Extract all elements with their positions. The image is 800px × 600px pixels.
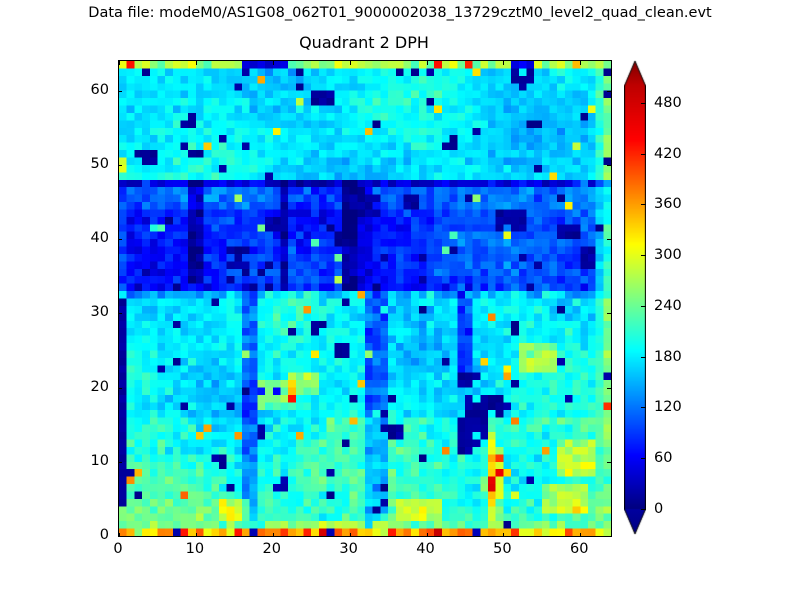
y-tick	[118, 239, 122, 241]
colorbar-tick-label: 0	[654, 501, 664, 517]
y-tick-label: 10	[90, 452, 109, 469]
heatmap-axes[interactable]	[118, 60, 612, 537]
x-tick	[580, 533, 582, 537]
y-tick	[118, 387, 122, 389]
x-tick-top	[503, 61, 505, 65]
x-tick-label: 20	[262, 541, 281, 557]
y-tick	[118, 461, 122, 463]
y-tick-label: 0	[99, 527, 109, 543]
colorbar-tick-label: 240	[654, 297, 682, 314]
colorbar-tick	[641, 102, 646, 104]
colorbar-gradient	[624, 60, 646, 535]
x-tick-top	[195, 61, 197, 65]
x-tick-label: 50	[493, 541, 512, 557]
y-tick-label: 20	[90, 378, 109, 395]
x-tick-top	[119, 61, 120, 65]
y-tick	[118, 90, 122, 92]
x-tick	[272, 533, 274, 537]
y-tick-right	[607, 164, 611, 166]
colorbar-tick	[641, 204, 646, 206]
colorbar-tick-label: 180	[654, 348, 682, 365]
x-tick	[119, 533, 120, 537]
colorbar-tick	[641, 509, 646, 510]
colorbar-tick	[641, 356, 646, 358]
colorbar-tick-label: 300	[654, 247, 682, 264]
colorbar-tick-label: 480	[654, 94, 682, 111]
x-tick-top	[349, 61, 351, 65]
x-tick-top	[272, 61, 274, 65]
y-tick-label: 60	[90, 81, 109, 98]
colorbar-tick-label: 120	[654, 399, 682, 416]
x-tick-top	[580, 61, 582, 65]
x-tick	[349, 533, 351, 537]
x-tick-label: 30	[339, 541, 358, 557]
colorbar-tick-label: 60	[654, 450, 673, 467]
chart-title: Quadrant 2 DPH	[299, 33, 429, 52]
y-tick-label: 50	[90, 155, 109, 172]
colorbar-tick	[641, 407, 646, 409]
y-tick	[118, 164, 122, 166]
x-tick-label: 10	[185, 541, 205, 557]
x-tick-top	[426, 61, 428, 65]
y-tick-right	[607, 90, 611, 92]
colorbar-tick-label: 360	[654, 196, 682, 213]
x-tick-label: 60	[570, 541, 589, 557]
x-tick	[426, 533, 428, 537]
y-tick-right	[607, 387, 611, 389]
y-tick-right	[607, 313, 611, 315]
x-tick-label: 0	[113, 541, 123, 557]
colorbar-tick	[641, 305, 646, 307]
colorbar-tick	[641, 153, 646, 155]
x-tick	[503, 533, 505, 537]
y-tick-label: 40	[90, 230, 109, 247]
colorbar-tick	[641, 458, 646, 460]
y-tick-right	[607, 536, 611, 537]
y-tick	[118, 313, 122, 315]
x-tick	[195, 533, 197, 537]
y-tick-right	[607, 239, 611, 241]
heatmap-image[interactable]	[119, 61, 611, 536]
data-file-label: Data file: modeM0/AS1G08_062T01_90000020…	[88, 5, 712, 21]
y-tick-right	[607, 461, 611, 463]
colorbar-tick	[641, 255, 646, 257]
colorbar[interactable]	[624, 60, 646, 535]
y-tick-label: 30	[90, 304, 109, 321]
colorbar-tick-label: 420	[654, 145, 682, 162]
y-tick	[118, 536, 122, 537]
x-tick-label: 40	[416, 541, 435, 557]
